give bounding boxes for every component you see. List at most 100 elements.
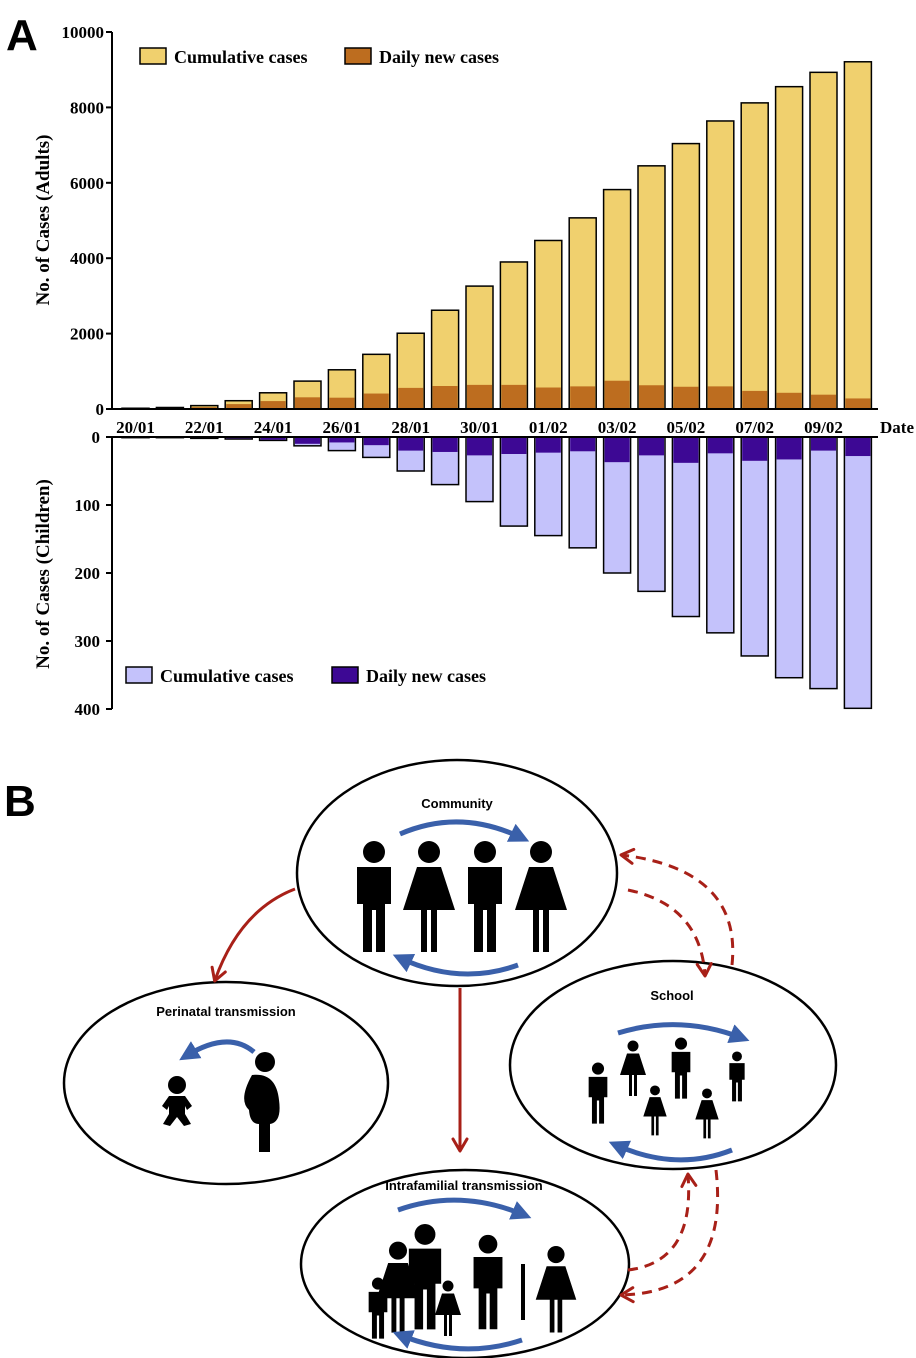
x-tick-label: 03/02 bbox=[598, 418, 637, 437]
adults-y-tick-label: 10000 bbox=[62, 23, 105, 42]
adults-y-tick-label: 2000 bbox=[70, 325, 104, 344]
community-to-perinatal-arrow-icon bbox=[210, 887, 296, 983]
x-tick-label: 20/01 bbox=[116, 418, 155, 437]
adult-daily-bar bbox=[707, 386, 733, 409]
adult-daily-bar bbox=[398, 387, 424, 409]
child-daily-bar bbox=[467, 437, 492, 456]
child-daily-bar bbox=[329, 437, 355, 443]
adults-chart: 0 2000 4000 6000 8000 10000 20/01 22/01 24/01 26… bbox=[33, 23, 914, 437]
child-daily-bar bbox=[845, 437, 871, 457]
children-y-tick-label: 0 bbox=[92, 428, 101, 447]
x-axis-label: Date bbox=[880, 418, 914, 437]
adult-daily-bar bbox=[604, 380, 630, 409]
children-y-tick-label: 100 bbox=[75, 496, 101, 515]
adult-daily-bar bbox=[501, 384, 527, 409]
community-ellipse bbox=[295, 758, 619, 988]
family-to-school-dashed-arrow-icon bbox=[627, 1172, 698, 1272]
child-daily-bar bbox=[535, 437, 561, 453]
adult-daily-bar bbox=[226, 404, 252, 409]
community-to-school-dashed-arrow-icon bbox=[627, 888, 713, 978]
adults-y-tick-label: 4000 bbox=[70, 249, 104, 268]
child-cumulative-bar bbox=[671, 436, 701, 618]
adult-daily-bar bbox=[811, 394, 836, 409]
child-daily-bar bbox=[295, 437, 320, 444]
children-chart: 0 100 200 300 400 No. of Cases (Children) Cu… bbox=[33, 428, 878, 719]
school-label: School bbox=[650, 988, 693, 1003]
legend-swatch-child-daily bbox=[331, 666, 359, 684]
child-daily-bar bbox=[398, 437, 424, 451]
x-tick-label: 09/02 bbox=[804, 418, 843, 437]
adult-daily-bar bbox=[329, 397, 355, 409]
family-circulation-bottom-arrow-icon bbox=[392, 1330, 523, 1352]
community-label: Community bbox=[421, 796, 493, 811]
child-cumulative-bar bbox=[740, 436, 769, 657]
legend-child-daily: Daily new cases bbox=[366, 666, 486, 686]
child-daily-bar bbox=[776, 437, 802, 460]
panel-a-label: A bbox=[6, 11, 38, 60]
x-tick-label: 05/02 bbox=[667, 418, 706, 437]
child-daily-bar bbox=[363, 437, 389, 446]
family-icon bbox=[368, 1223, 577, 1339]
adults-y-tick-label: 8000 bbox=[70, 98, 104, 117]
child-cumulative-bar bbox=[774, 436, 804, 679]
child-daily-bar bbox=[570, 437, 596, 452]
adult-daily-bar bbox=[363, 393, 389, 409]
legend-adult-daily: Daily new cases bbox=[379, 47, 499, 67]
adult-daily-bar bbox=[570, 386, 596, 409]
legend-swatch-adult-cumulative bbox=[139, 47, 167, 65]
child-cumulative-bar bbox=[843, 436, 873, 710]
community-circulation-top-arrow-icon bbox=[399, 819, 530, 842]
x-tick-label: 30/01 bbox=[460, 418, 499, 437]
intrafamilial-label: Intrafamilial transmission bbox=[385, 1178, 543, 1193]
baby-icon bbox=[162, 1076, 192, 1126]
adult-cumulative-bar bbox=[706, 120, 735, 410]
community-circulation-bottom-arrow-icon bbox=[392, 954, 519, 977]
adult-cumulative-bar bbox=[602, 188, 632, 410]
adult-daily-bar bbox=[467, 384, 492, 409]
adult-daily-bar bbox=[260, 401, 286, 409]
legend-adult-cumulative: Cumulative cases bbox=[174, 47, 308, 67]
child-cumulative-bar bbox=[637, 436, 666, 593]
children-y-tick-label: 400 bbox=[75, 700, 101, 719]
child-cumulative-bar bbox=[706, 436, 735, 634]
adult-daily-bar bbox=[776, 392, 802, 409]
school-circulation-bottom-arrow-icon bbox=[608, 1140, 733, 1163]
children-bars bbox=[121, 436, 873, 710]
x-tick-label: 22/01 bbox=[185, 418, 224, 437]
adult-daily-bar bbox=[742, 390, 768, 409]
legend-child-cumulative: Cumulative cases bbox=[160, 666, 294, 686]
pregnant-woman-icon bbox=[244, 1052, 280, 1152]
x-tick-label: 28/01 bbox=[391, 418, 430, 437]
adult-daily-bar bbox=[673, 386, 699, 409]
adult-cumulative-bar bbox=[671, 142, 701, 410]
child-daily-bar bbox=[673, 437, 699, 463]
child-daily-bar bbox=[707, 437, 733, 454]
adult-daily-bar bbox=[535, 387, 561, 409]
perinatal-label: Perinatal transmission bbox=[156, 1004, 295, 1019]
children-y-axis-label: No. of Cases (Children) bbox=[33, 479, 54, 669]
adult-cumulative-bar bbox=[534, 239, 563, 410]
child-cumulative-bar bbox=[534, 436, 563, 537]
child-cumulative-bar bbox=[809, 436, 838, 690]
adult-cumulative-bar bbox=[809, 71, 838, 410]
adult-cumulative-bar bbox=[740, 102, 769, 410]
adult-cumulative-bar bbox=[637, 165, 666, 410]
adults-bars bbox=[121, 61, 873, 410]
adults-y-tick-label: 0 bbox=[96, 400, 105, 419]
child-daily-bar bbox=[432, 437, 458, 452]
adult-daily-bar bbox=[845, 398, 871, 409]
child-daily-bar bbox=[742, 437, 768, 461]
adult-cumulative-bar bbox=[568, 217, 597, 410]
child-daily-bar bbox=[604, 437, 630, 463]
children-y-tick-label: 300 bbox=[75, 632, 101, 651]
x-tick-label: 07/02 bbox=[735, 418, 774, 437]
child-daily-bar bbox=[260, 437, 286, 440]
family-circulation-top-arrow-icon bbox=[397, 1197, 532, 1220]
adult-cumulative-bar bbox=[774, 85, 804, 410]
school-to-family-dashed-arrow-icon bbox=[619, 1169, 720, 1304]
adults-y-tick-label: 6000 bbox=[70, 174, 104, 193]
x-tick-label: 26/01 bbox=[323, 418, 362, 437]
children-y-tick-label: 200 bbox=[75, 564, 101, 583]
adult-daily-bar bbox=[432, 386, 458, 409]
